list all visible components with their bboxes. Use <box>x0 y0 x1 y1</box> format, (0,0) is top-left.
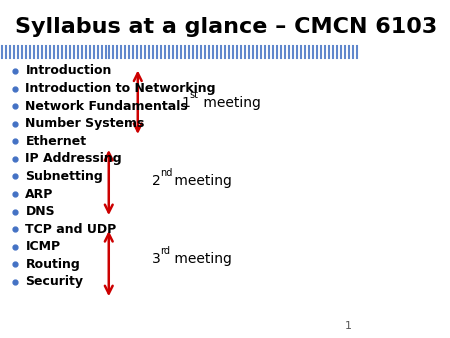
Text: 2: 2 <box>152 174 161 188</box>
Text: Ethernet: Ethernet <box>25 135 86 148</box>
Text: TCP and UDP: TCP and UDP <box>25 223 117 236</box>
Text: nd: nd <box>161 168 173 178</box>
Text: Number Systems: Number Systems <box>25 117 145 130</box>
Text: Introduction: Introduction <box>25 65 112 77</box>
FancyArrowPatch shape <box>105 234 112 294</box>
FancyArrowPatch shape <box>105 152 112 213</box>
Text: DNS: DNS <box>25 205 55 218</box>
Text: st: st <box>189 90 198 100</box>
Text: ICMP: ICMP <box>25 240 60 253</box>
Text: 3: 3 <box>152 251 161 266</box>
Text: meeting: meeting <box>170 174 232 188</box>
Text: Security: Security <box>25 275 83 288</box>
Text: Routing: Routing <box>25 258 80 271</box>
Text: Introduction to Networking: Introduction to Networking <box>25 82 216 95</box>
Text: 1: 1 <box>345 321 351 331</box>
Text: Network Fundamentals: Network Fundamentals <box>25 100 188 113</box>
Text: rd: rd <box>161 246 171 256</box>
Text: meeting: meeting <box>170 251 232 266</box>
Text: IP Addressing: IP Addressing <box>25 152 122 165</box>
Text: meeting: meeting <box>199 96 261 110</box>
Text: Syllabus at a glance – CMCN 6103: Syllabus at a glance – CMCN 6103 <box>14 17 437 37</box>
FancyArrowPatch shape <box>134 73 142 131</box>
Text: 1: 1 <box>181 96 190 110</box>
Text: Subnetting: Subnetting <box>25 170 103 183</box>
Text: ARP: ARP <box>25 188 54 200</box>
